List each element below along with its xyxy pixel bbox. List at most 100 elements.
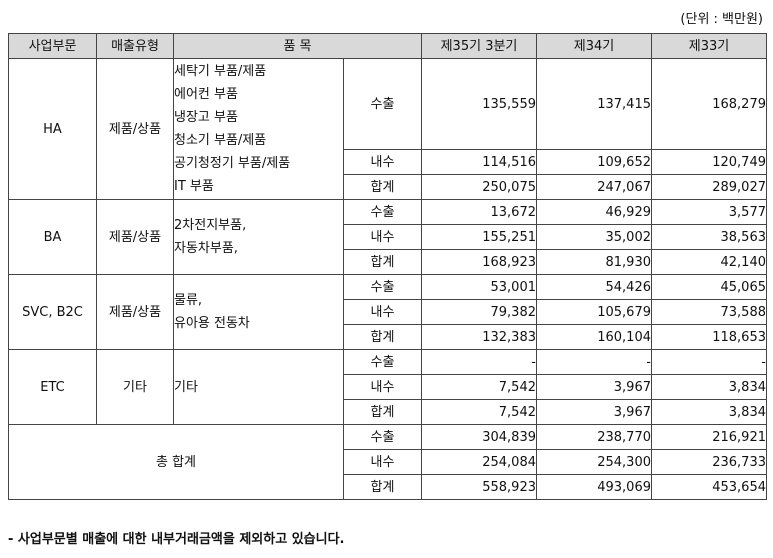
row-label-sum: 합계 <box>343 174 422 200</box>
value-cell: 3,834 <box>651 399 767 425</box>
sales-type-cell: 제품/상품 <box>96 199 174 275</box>
value-cell: 558,923 <box>421 474 537 500</box>
value-cell: 238,770 <box>536 424 652 450</box>
items-cell: 2차전지부품, 자동차부품, <box>173 199 344 275</box>
value-cell: 42,140 <box>651 249 767 275</box>
row-label-export: 수출 <box>343 274 422 300</box>
row-label-export: 수출 <box>343 199 422 225</box>
row-label-domestic: 내수 <box>343 149 422 175</box>
sales-table: 사업부문 매출유형 품 목 제35기 3분기 제34기 제33기 HA 제품/상… <box>8 33 767 500</box>
row-label-sum: 합계 <box>343 324 422 350</box>
row-label-sum: 합계 <box>343 249 422 275</box>
table-row: BA 제품/상품 2차전지부품, 자동차부품, 수출 13,672 46,929… <box>8 199 767 275</box>
row-label-export: 수출 <box>343 58 422 150</box>
segment-cell: SVC, B2C <box>8 274 97 350</box>
row-label-domestic: 내수 <box>343 224 422 250</box>
header-period1: 제35기 3분기 <box>421 33 537 59</box>
table-row: 합계 250,075 247,067 289,027 <box>9 174 767 200</box>
footnote: - 사업부문별 매출에 대한 내부거래금액을 제외하고 있습니다. <box>8 532 345 547</box>
value-cell: 81,930 <box>536 249 652 275</box>
table-row: SVC, B2C 제품/상품 물류, 유아용 전동차 수출 53,001 54,… <box>8 274 767 350</box>
value-cell: 46,929 <box>536 199 652 225</box>
row-label-export: 수출 <box>343 349 422 375</box>
table-row: 총 합계 수출 304,839 238,770 216,921 <box>8 424 767 500</box>
sales-type-cell: 제품/상품 <box>96 58 174 200</box>
item-text: 자동차부품, <box>174 241 238 256</box>
value-cell: 254,300 <box>536 449 652 475</box>
value-cell: 54,426 <box>536 274 652 300</box>
table-header-row: 사업부문 매출유형 품 목 제35기 3분기 제34기 제33기 <box>8 33 767 59</box>
table-row: 내수 7,542 3,967 3,834 <box>9 374 767 400</box>
value-cell: 7,542 <box>421 399 537 425</box>
value-cell: 135,559 <box>421 58 537 150</box>
value-cell: 3,967 <box>536 399 652 425</box>
value-cell: 73,588 <box>651 299 767 325</box>
value-cell: 38,563 <box>651 224 767 250</box>
row-label-domestic: 내수 <box>343 299 422 325</box>
value-cell: 120,749 <box>651 149 767 175</box>
value-cell: 118,653 <box>651 324 767 350</box>
header-items: 품 목 <box>173 33 422 59</box>
value-cell: 160,104 <box>536 324 652 350</box>
item-text: 에어컨 부품 <box>174 87 238 102</box>
value-cell: 289,027 <box>651 174 767 200</box>
value-cell: 35,002 <box>536 224 652 250</box>
item-text: 청소기 부품/제품 <box>174 133 267 148</box>
value-cell: 114,516 <box>421 149 537 175</box>
table-row: 합계 168,923 81,930 42,140 <box>9 249 767 275</box>
table-row: HA 제품/상품 세탁기 부품/제품 에어컨 부품 냉장고 부품 청소기 부품/… <box>8 58 767 200</box>
header-period3: 제33기 <box>651 33 767 59</box>
value-cell: 304,839 <box>421 424 537 450</box>
item-text: 2차전지부품, <box>174 218 247 233</box>
value-cell: 3,967 <box>536 374 652 400</box>
value-cell: 3,834 <box>651 374 767 400</box>
value-cell: 236,733 <box>651 449 767 475</box>
row-label-sum: 합계 <box>343 474 422 500</box>
value-cell: 216,921 <box>651 424 767 450</box>
row-label-export: 수출 <box>343 424 422 450</box>
unit-label: (단위 : 백만원) <box>680 12 763 27</box>
value-cell: 254,084 <box>421 449 537 475</box>
table-row: ETC 기타 기타 수출 - - - <box>8 349 767 425</box>
item-text: 유아용 전동차 <box>174 316 250 331</box>
value-cell: 168,923 <box>421 249 537 275</box>
items-cell: 물류, 유아용 전동차 <box>173 274 344 350</box>
value-cell: 13,672 <box>421 199 537 225</box>
value-cell: 79,382 <box>421 299 537 325</box>
sales-type-cell: 제품/상품 <box>96 274 174 350</box>
value-cell: 45,065 <box>651 274 767 300</box>
segment-cell: BA <box>8 199 97 275</box>
item-text: IT 부품 <box>174 179 214 194</box>
value-cell: 453,654 <box>651 474 767 500</box>
items-cell: 기타 <box>173 349 344 425</box>
value-cell: 53,001 <box>421 274 537 300</box>
value-cell: 137,415 <box>536 58 652 150</box>
value-cell: 109,652 <box>536 149 652 175</box>
table-row: 내수 155,251 35,002 38,563 <box>9 224 767 250</box>
table-row: 합계 558,923 493,069 453,654 <box>9 474 767 500</box>
value-cell: 247,067 <box>536 174 652 200</box>
segment-cell: HA <box>8 58 97 200</box>
value-cell: 3,577 <box>651 199 767 225</box>
value-cell: 105,679 <box>536 299 652 325</box>
item-text: 세탁기 부품/제품 <box>174 64 267 79</box>
value-cell: 168,279 <box>651 58 767 150</box>
row-label-domestic: 내수 <box>343 374 422 400</box>
row-label-domestic: 내수 <box>343 449 422 475</box>
item-text: 기타 <box>174 379 198 395</box>
row-label-sum: 합계 <box>343 399 422 425</box>
value-cell: - <box>651 349 767 375</box>
item-text: 물류, <box>174 293 203 308</box>
header-sales-type: 매출유형 <box>96 33 174 59</box>
item-text: 냉장고 부품 <box>174 110 238 125</box>
value-cell: 132,383 <box>421 324 537 350</box>
table-row: 내수 79,382 105,679 73,588 <box>9 299 767 325</box>
table-row: 합계 132,383 160,104 118,653 <box>9 324 767 350</box>
value-cell: - <box>536 349 652 375</box>
value-cell: - <box>421 349 537 375</box>
item-text: 공기청정기 부품/제품 <box>174 156 291 171</box>
value-cell: 155,251 <box>421 224 537 250</box>
header-segment: 사업부문 <box>8 33 97 59</box>
grand-total-label: 총 합계 <box>8 424 344 500</box>
table-row: 내수 114,516 109,652 120,749 <box>9 149 767 175</box>
